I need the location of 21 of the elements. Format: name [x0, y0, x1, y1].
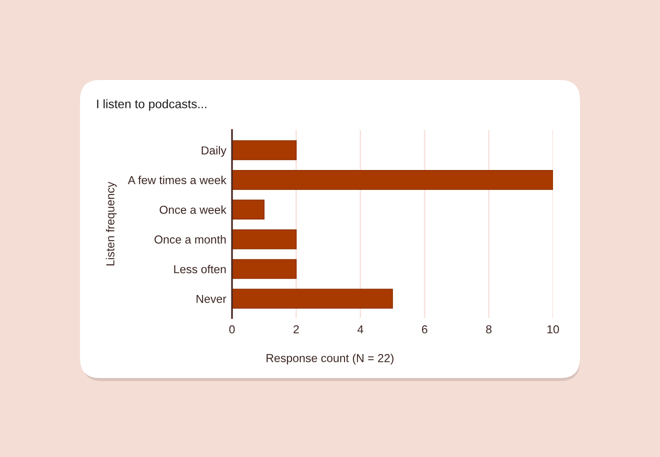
x-tick-label: 8 — [486, 325, 492, 334]
bar — [232, 229, 297, 250]
chart-title: I listen to podcasts... — [97, 99, 206, 111]
x-tick-label: 4 — [357, 325, 364, 334]
y-tick-label: Once a month — [154, 235, 226, 244]
x-tick-label: 6 — [422, 325, 428, 334]
y-axis-title: Listen frequency — [106, 182, 117, 266]
x-axis-title: Response count (N = 22) — [266, 354, 394, 364]
bar — [232, 200, 265, 220]
bar — [232, 288, 393, 309]
bar — [232, 140, 297, 160]
x-tick-label: 10 — [547, 325, 559, 334]
bar — [232, 170, 553, 190]
y-tick-label: Never — [196, 294, 226, 303]
x-tick-label: 2 — [294, 325, 299, 334]
y-tick-label: Daily — [202, 146, 226, 157]
bar — [232, 259, 297, 279]
y-tick-label: A few times a week — [128, 176, 226, 184]
x-tick-label: 0 — [229, 325, 235, 334]
y-tick-label: Once a week — [160, 205, 226, 214]
y-tick-label: Less often — [174, 264, 226, 274]
